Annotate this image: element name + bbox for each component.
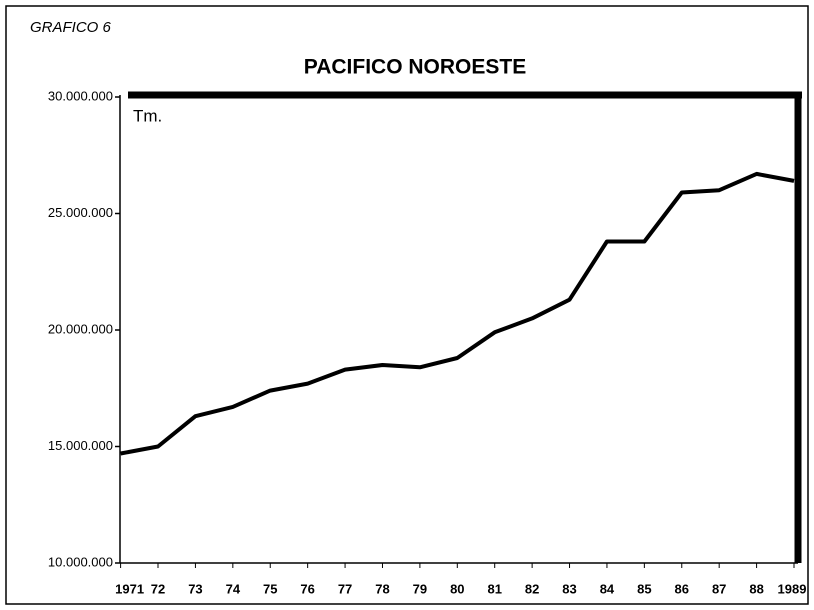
- x-tick-label: 80: [450, 581, 464, 596]
- x-tick-label: 78: [375, 581, 389, 596]
- y-tick-label: 30.000.000: [48, 88, 113, 103]
- x-tick-label: 72: [151, 581, 165, 596]
- x-tick-label: 77: [338, 581, 352, 596]
- x-tick-label: 87: [712, 581, 726, 596]
- chart-title: PACIFICO NOROESTE: [304, 56, 526, 79]
- x-tick-label: 88: [749, 581, 763, 596]
- frame: [5, 5, 809, 605]
- x-tick-label: 1971: [115, 581, 144, 596]
- x-tick-label: 75: [263, 581, 277, 596]
- y-tick-label: 10.000.000: [48, 554, 113, 569]
- y-unit: Tm.: [133, 106, 162, 125]
- x-tick-label: 73: [188, 581, 202, 596]
- x-tick-label: 82: [525, 581, 539, 596]
- x-tick-label: 85: [637, 581, 651, 596]
- x-tick-label: 76: [300, 581, 314, 596]
- x-tick-label: 84: [600, 581, 615, 596]
- chart-label: GRAFICO 6: [30, 19, 112, 36]
- x-tick-label: 86: [675, 581, 689, 596]
- y-tick-label: 20.000.000: [48, 321, 113, 336]
- data-line: [120, 171, 795, 456]
- x-tick-label: 79: [413, 581, 427, 596]
- x-tick-label: 83: [562, 581, 576, 596]
- x-tick-label: 81: [487, 581, 501, 596]
- x-tick-label: 74: [226, 581, 241, 596]
- x-tick-label: 1989: [778, 581, 807, 596]
- y-tick-label: 15.000.000: [48, 438, 113, 453]
- y-tick-label: 25.000.000: [48, 205, 113, 220]
